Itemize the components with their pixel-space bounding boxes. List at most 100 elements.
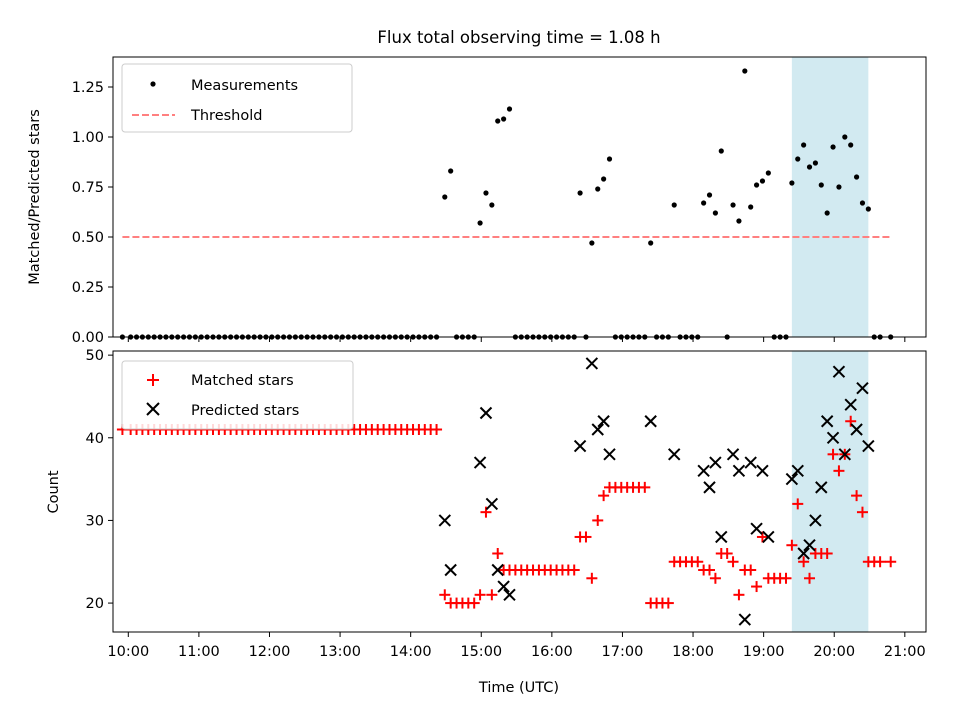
matched-star-point (568, 564, 580, 576)
legend-matched-marker (147, 374, 159, 386)
measurement-point (701, 200, 707, 206)
predicted-star-point (438, 514, 451, 527)
predicted-star-point (503, 588, 516, 602)
matched-star-point (827, 448, 839, 460)
predicted-star-point (697, 464, 710, 478)
measurement-point (759, 178, 766, 184)
measurement-point (483, 190, 489, 196)
legend-threshold-label: Threshold (190, 108, 262, 124)
predicted-star-point (444, 563, 457, 577)
predicted-stars-points (438, 357, 875, 626)
predicted-star-point (803, 539, 816, 552)
predicted-star-point (485, 497, 499, 511)
predicted-star-point (732, 464, 746, 478)
measurement-point (830, 144, 836, 150)
measurement-point (606, 156, 613, 162)
matched-star-point (721, 547, 733, 559)
legend-measurements-label: Measurements (191, 78, 298, 94)
x-tick-label: 20:00 (813, 644, 855, 660)
measurement-point (589, 240, 595, 246)
measurement-point (848, 142, 854, 148)
matched-star-point (598, 490, 610, 502)
predicted-star-point (573, 439, 587, 453)
matched-star-point (474, 589, 486, 601)
bottom-panel: 10:00 11:00 12:00 13:00 14:00 15:00 16:00 17:00… (46, 348, 927, 696)
matched-star-point (821, 547, 833, 559)
measurement-point (718, 148, 724, 154)
measurement-point (742, 68, 748, 74)
matched-star-point (851, 490, 863, 502)
x-tick-label: 16:00 (531, 644, 573, 660)
predicted-star-point (838, 448, 852, 461)
measurement-point (853, 174, 860, 180)
bottom-y-tick-label: 20 (86, 596, 104, 612)
x-tick-label: 12:00 (249, 644, 291, 660)
x-tick-label: 18:00 (672, 644, 714, 660)
measurement-point (753, 182, 760, 188)
top-legend-box (121, 63, 353, 133)
x-tick-label: 10:00 (107, 644, 149, 660)
matched-star-point (885, 556, 897, 568)
measurement-point (577, 190, 583, 196)
matched-star-point (486, 589, 498, 601)
top-y-axis-label: Matched/Predicted stars (27, 109, 43, 285)
measurement-point (601, 176, 607, 182)
bottom-y-axis-label: Count (46, 470, 62, 513)
legend-measurements-marker (150, 81, 156, 87)
top-y-tick-label: 0.75 (72, 180, 104, 196)
top-x-ticks (127, 337, 906, 342)
matched-star-point (786, 539, 798, 551)
bottom-y-ticks: 20 30 40 50 (86, 348, 113, 612)
legend-matched-label: Matched stars (191, 373, 294, 389)
matched-star-point (804, 572, 816, 584)
matched-star-point (704, 564, 716, 576)
measurement-point (595, 186, 601, 192)
matched-star-point (592, 514, 604, 526)
measurement-point (748, 204, 754, 210)
top-observing-window-shade (791, 57, 869, 337)
bottom-y-tick-label: 40 (86, 431, 104, 447)
matched-star-point (662, 597, 674, 609)
measurement-point (824, 210, 830, 216)
predicted-star-point (709, 456, 722, 469)
top-y-tick-label: 1.25 (72, 80, 104, 96)
x-tick-label: 17:00 (602, 644, 644, 660)
measurement-point (442, 194, 448, 200)
predicted-star-point (744, 456, 757, 469)
measurement-point (501, 116, 507, 122)
x-tick-label: 14:00 (390, 644, 432, 660)
bottom-legend: Matched stars Predicted stars (121, 360, 354, 430)
x-tick-label: 15:00 (460, 644, 502, 660)
measurement-point (795, 156, 801, 162)
top-y-tick-label: 0.50 (72, 230, 104, 246)
predicted-star-point (726, 448, 740, 461)
matched-star-point (480, 506, 492, 518)
predicted-star-point (850, 423, 863, 436)
predicted-star-point (585, 357, 599, 370)
matched-star-point (798, 556, 810, 568)
measurement-point (671, 202, 677, 208)
measurement-point (730, 202, 736, 208)
measurement-point (765, 170, 771, 176)
measurement-point (801, 142, 807, 148)
predicted-star-point (797, 547, 810, 560)
measurement-point (789, 180, 795, 186)
x-tick-label: 19:00 (743, 644, 785, 660)
x-tick-label: 11:00 (178, 644, 220, 660)
predicted-star-point (597, 415, 610, 428)
legend-predicted-label: Predicted stars (191, 403, 299, 419)
measurement-point (836, 184, 842, 190)
matched-star-point (751, 581, 763, 593)
matched-star-point (756, 531, 768, 543)
matched-star-point (727, 556, 739, 568)
predicted-star-point (703, 481, 716, 494)
predicted-star-point (591, 423, 604, 436)
matched-star-point (745, 564, 757, 576)
measurement-point (506, 106, 513, 112)
predicted-star-point (791, 464, 804, 478)
top-y-tick-label: 0.00 (72, 330, 104, 346)
bottom-y-tick-label: 30 (86, 513, 104, 529)
measurement-point (842, 134, 848, 140)
predicted-star-point (826, 431, 840, 444)
measurement-point (648, 240, 654, 246)
